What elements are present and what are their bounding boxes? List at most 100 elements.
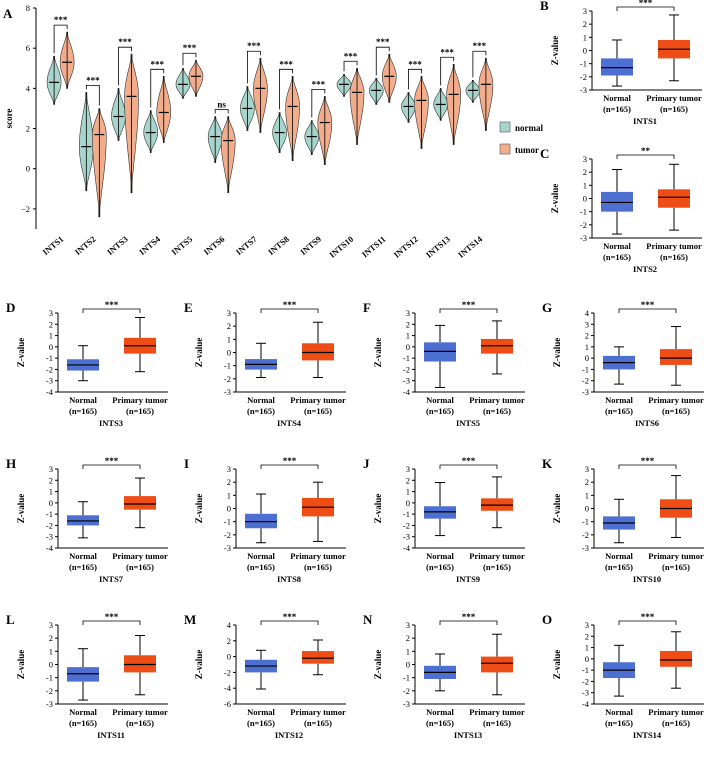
gene-title: INTS14 — [633, 730, 662, 740]
significance-bracket — [439, 308, 498, 313]
y-tick-label: 1 — [49, 646, 53, 656]
x-category-label: Normal — [69, 551, 97, 561]
x-category-n: (n=165) — [69, 406, 97, 416]
x-category-n: (n=165) — [247, 562, 275, 572]
panel-letter: O — [542, 612, 552, 627]
y-tick-label: 0 — [49, 498, 53, 508]
y-tick-label: 2 — [227, 321, 231, 331]
x-category-label: Normal — [426, 707, 454, 717]
x-category-label: Normal — [426, 395, 454, 405]
significance-label: *** — [344, 51, 358, 61]
x-category-n: (n=165) — [304, 406, 332, 416]
y-tick-label: 1 — [49, 331, 53, 341]
x-category-label: Primary tumor — [469, 395, 525, 405]
y-tick-label: 3 — [583, 6, 587, 16]
significance-bracket — [182, 52, 197, 66]
y-tick-label: -1 — [403, 353, 410, 363]
x-category-label: INTS10 — [327, 234, 355, 260]
significance-label: *** — [283, 300, 297, 310]
y-tick-label: 2 — [406, 319, 410, 329]
x-category-label: INTS9 — [298, 234, 323, 257]
y-tick-label: -4 — [224, 683, 232, 693]
y-axis-label: Z-value — [16, 338, 26, 368]
panel-A: A −2 0 2 4 6 8 score *** INTS1 *** INTS2 *** INTS3 ***… — [3, 3, 543, 260]
panel-letter: B — [540, 0, 549, 13]
significance-bracket — [616, 154, 675, 159]
y-tick-label: -1 — [582, 364, 589, 374]
y-tick-label: -1 — [403, 509, 410, 519]
x-category-label: Normal — [605, 707, 633, 717]
y-tick-label: 2 — [26, 124, 30, 134]
significance-label: *** — [283, 612, 297, 622]
x-category-n: (n=165) — [660, 104, 688, 114]
significance-label: *** — [105, 300, 119, 310]
x-category-n: (n=165) — [304, 562, 332, 572]
y-tick-label: -1 — [582, 665, 589, 675]
tumor-box — [660, 349, 692, 365]
y-tick-label: -1 — [582, 517, 589, 527]
x-category-n: (n=165) — [605, 406, 633, 416]
significance-label: *** — [641, 300, 655, 310]
y-tick-label: -3 — [403, 699, 410, 709]
significance-bracket — [440, 56, 455, 86]
x-category-label: Primary tumor — [646, 241, 702, 251]
y-axis-label: Z-value — [552, 338, 562, 368]
y-tick-label: 2 — [583, 19, 587, 29]
panel-O: O-4-3-2-10123Z-valueNormal(n=165)Primary… — [542, 612, 704, 740]
y-tick-label: -2 — [403, 364, 410, 374]
significance-bracket — [439, 620, 498, 625]
x-category-n: (n=165) — [483, 562, 511, 572]
y-tick-label: 6 — [26, 43, 30, 53]
x-category-label: Primary tumor — [469, 551, 525, 561]
x-category-label: Primary tumor — [112, 551, 168, 561]
significance-bracket — [53, 24, 68, 54]
normal-box — [601, 58, 633, 76]
panel-G: G-3-2-101234Z-valueNormal(n=165)Primary … — [542, 300, 704, 428]
gene-title: INTS1 — [633, 116, 657, 126]
panel-letter: M — [184, 612, 196, 627]
y-tick-label: -2 — [403, 520, 410, 530]
significance-bracket — [214, 109, 229, 114]
y-tick-label: -3 — [582, 543, 589, 553]
y-tick-label: -3 — [46, 376, 53, 386]
y-tick-label: -4 — [403, 387, 411, 397]
tumor-box — [660, 650, 692, 667]
y-tick-label: -2 — [580, 72, 587, 82]
x-category-n: (n=165) — [247, 718, 275, 728]
y-tick-label: -1 — [46, 673, 53, 683]
panel-letter: K — [542, 456, 553, 471]
y-tick-label: 0 — [227, 348, 231, 358]
significance-bracket — [246, 50, 261, 84]
significance-bracket — [616, 6, 675, 11]
significance-bracket — [472, 50, 487, 78]
y-tick-label: 3 — [585, 620, 589, 630]
x-category-n: (n=165) — [660, 252, 688, 262]
x-category-label: INTS11 — [360, 234, 388, 260]
gene-title: INTS4 — [277, 418, 302, 428]
y-tick-label: 1 — [49, 487, 53, 497]
panel-letter: I — [184, 456, 189, 471]
panel-letter: N — [363, 612, 373, 627]
significance-label: *** — [639, 0, 653, 8]
significance-bracket — [260, 620, 319, 625]
significance-label: *** — [473, 41, 487, 51]
x-category-n: (n=165) — [605, 562, 633, 572]
gene-title: INTS11 — [97, 730, 125, 740]
x-category-label: Normal — [247, 551, 275, 561]
y-tick-label: 1 — [406, 646, 410, 656]
y-tick-label: 8 — [26, 3, 30, 13]
significance-bracket — [311, 89, 326, 118]
y-tick-label: 3 — [49, 620, 53, 630]
y-tick-label: 4 — [585, 308, 590, 318]
y-tick-label: 2 — [406, 633, 410, 643]
y-tick-label: 1 — [583, 180, 587, 190]
significance-bracket — [279, 68, 294, 110]
y-tick-label: 0 — [585, 353, 589, 363]
gene-title: INTS3 — [99, 418, 123, 428]
y-tick-label: 1 — [227, 334, 231, 344]
x-category-label: INTS5 — [169, 234, 194, 257]
significance-label: *** — [312, 79, 326, 89]
y-tick-label: 2 — [585, 477, 589, 487]
significance-bracket — [260, 464, 319, 469]
significance-bracket — [618, 620, 677, 625]
